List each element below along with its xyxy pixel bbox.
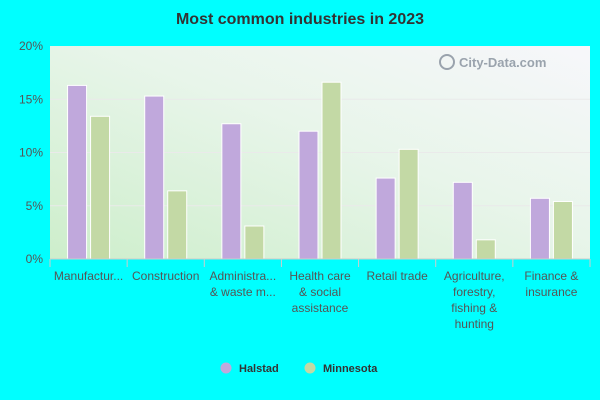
x-category-label-line: insurance [525,285,577,299]
legend-label-minnesota: Minnesota [323,363,378,375]
x-category-label: Agriculture, forestry, fishing & hunting [444,269,505,331]
bar-halstad [529,197,550,260]
x-category-label-line: Construction [132,269,199,283]
x-category-label-line: Finance & [524,269,578,283]
x-axis: Manufactur... Construction Administra... & … [49,258,591,331]
x-category-label-line: Retail trade [366,269,428,283]
legend-swatch-halstad [220,362,232,374]
bar-halstad [221,123,242,260]
x-category-label-line: Manufactur... [54,269,123,283]
y-tick-label: 0% [26,252,44,266]
gridlines [50,98,590,207]
bar-halstad [67,84,88,260]
x-category-label-line: fishing & [451,301,497,315]
x-category-label-line: & social [299,285,341,299]
bar-minnesota [321,81,342,260]
x-category-label-line: Agriculture, [444,269,505,283]
y-tick-label: 10% [19,146,43,160]
bar-minnesota [552,200,573,260]
bar-halstad [375,177,396,260]
legend-label-halstad: Halstad [239,363,279,375]
bar-halstad [144,95,165,260]
bar-minnesota [398,148,419,260]
x-category-label: Finance & insurance [524,269,578,299]
bars [67,81,573,260]
watermark: City-Data.com [439,54,546,70]
x-category-label: Health care & social assistance [289,269,351,315]
bar-minnesota [167,190,188,260]
watermark-search-icon [439,54,455,70]
x-category-label-line: hunting [455,317,494,331]
x-category-label-line: Health care [289,269,351,283]
y-tick-label: 20% [19,39,43,53]
x-category-label: Manufactur... [54,269,123,283]
x-category-label: Administra... & waste m... [210,269,277,299]
y-tick-label: 15% [19,92,43,106]
legend-swatch-minnesota [304,362,316,374]
legend: Halstad Minnesota [220,362,378,375]
y-tick-label: 5% [26,199,44,213]
bar-minnesota [475,239,496,260]
x-category-label: Construction [132,269,199,283]
x-category-label-line: assistance [292,301,349,315]
bar-minnesota [90,115,111,260]
watermark-text: City-Data.com [459,55,546,70]
bar-halstad [298,130,319,260]
x-category-label-line: forestry, [453,285,495,299]
chart-title: Most common industries in 2023 [176,11,424,28]
y-axis-ticks: 0% 5% 10% 15% 20% [19,39,43,266]
x-category-label-line: Administra... [210,269,277,283]
bar-halstad [452,181,473,260]
bar-minnesota [244,225,265,260]
x-category-label: Retail trade [366,269,428,283]
x-category-label-line: & waste m... [210,285,276,299]
